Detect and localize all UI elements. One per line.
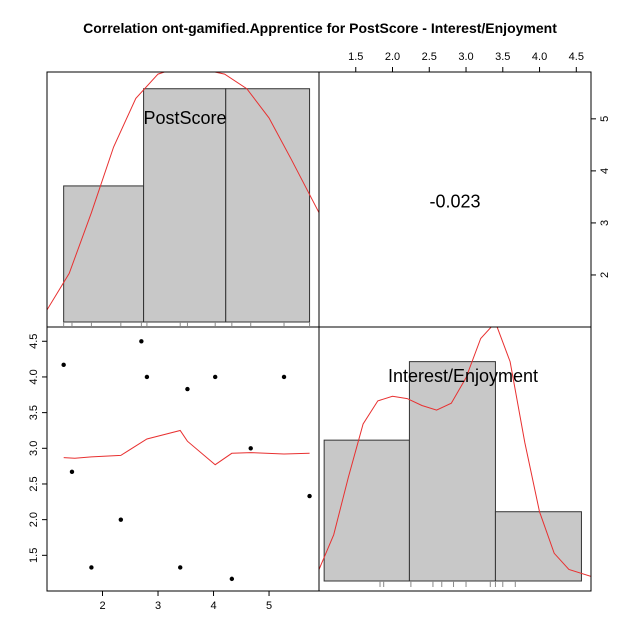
left-axis-tick-label: 2.5 — [28, 476, 40, 491]
panel-interest-histogram: Interest/Enjoyment — [319, 327, 591, 587]
bottom-axis-tick-label: 3 — [155, 600, 161, 612]
interest-hist-bar — [494, 511, 582, 582]
scatter-point — [118, 517, 124, 522]
scatter-point — [307, 493, 312, 499]
top-axis-tick-label: 4.5 — [569, 51, 584, 63]
left-axis-tick-label: 4.0 — [28, 369, 40, 384]
postscore-density-line — [47, 72, 319, 311]
scatter-point — [144, 374, 150, 380]
interest-hist-bar — [323, 439, 410, 582]
panel-postscore-histogram: PostScore — [47, 72, 319, 326]
scatter-point — [185, 386, 190, 392]
right-axis-tick-label: 5 — [599, 116, 611, 122]
top-axis-tick-label: 3.5 — [495, 51, 510, 63]
right-axis-tick-label: 2 — [599, 272, 611, 278]
scatter-point — [281, 374, 287, 380]
top-axis-tick-label: 1.5 — [348, 51, 363, 63]
top-axis-tick-label: 2.0 — [385, 51, 400, 63]
bottom-axis-tick-label: 2 — [99, 600, 105, 612]
left-axis-tick-label: 2.0 — [28, 512, 40, 527]
panel-frame-bl — [46, 326, 320, 592]
top-axis-tick-label: 3.0 — [458, 51, 473, 63]
interest-density-line — [319, 327, 591, 577]
correlation-value: -0.023 — [429, 192, 480, 212]
panel-correlation: -0.023 — [429, 192, 480, 212]
scatter-point — [212, 374, 218, 380]
right-axis-tick-label: 3 — [599, 220, 611, 226]
bottom-axis-tick-label: 5 — [266, 600, 272, 612]
postscore-diag-label: PostScore — [143, 108, 226, 128]
left-axis-tick-label: 3.5 — [28, 405, 40, 420]
top-axis-tick-label: 2.5 — [422, 51, 437, 63]
scatter-point — [229, 576, 235, 582]
scatter-point — [61, 362, 66, 368]
scatter-point — [89, 565, 94, 570]
scatter-point — [69, 469, 75, 475]
left-axis-tick-label: 3.0 — [28, 441, 40, 456]
chart-title: Correlation ont-gamified.Apprentice for … — [83, 20, 557, 36]
right-axis-tick-label: 4 — [599, 168, 611, 174]
panel-scatter — [61, 339, 312, 582]
scatter-point — [139, 339, 144, 344]
postscore-hist-bar — [63, 185, 145, 323]
loess-line — [63, 429, 310, 466]
scatter-point — [178, 565, 183, 570]
interest-diag-label: Interest/Enjoyment — [388, 366, 538, 386]
bottom-axis-tick-label: 4 — [210, 600, 216, 612]
panel-frame-br — [318, 326, 592, 592]
left-axis-tick-label: 1.5 — [28, 548, 40, 563]
axes-group: 1.5 2.0 2.5 3.0 3.5 4.0 4.5 2 3 4 5 1.5 2.0 2.5 3.0 3.5… — [28, 51, 611, 612]
top-axis-tick-label: 4.0 — [532, 51, 547, 63]
postscore-hist-bar — [225, 88, 311, 323]
left-axis-tick-label: 4.5 — [28, 334, 40, 349]
scatter-point — [248, 446, 253, 451]
interest-hist-bar — [408, 361, 496, 582]
